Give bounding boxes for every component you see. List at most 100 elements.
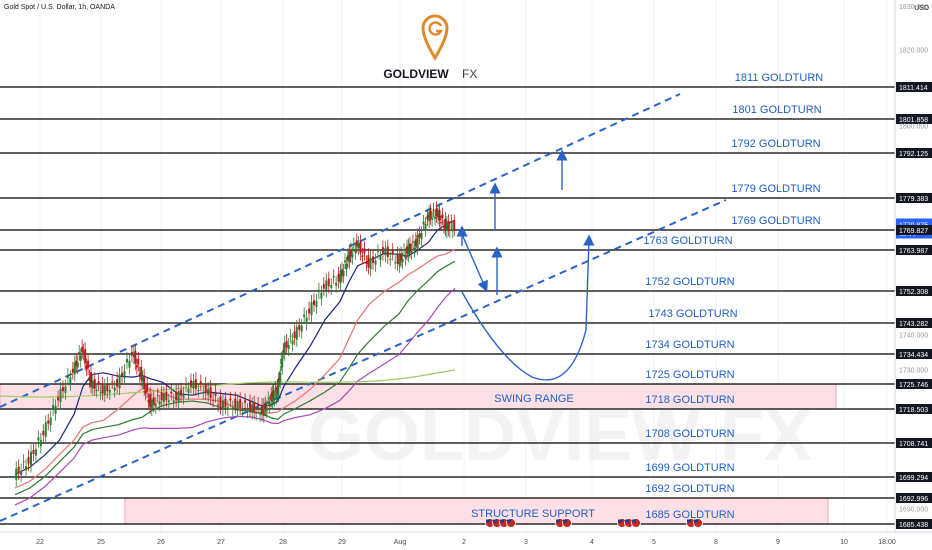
y-level-text: 1763.987: [899, 248, 928, 255]
candle: [130, 345, 133, 363]
candle-body: [197, 390, 200, 392]
candle: [209, 380, 212, 405]
candle: [335, 275, 338, 293]
event-canton: [556, 519, 560, 523]
candle-body: [451, 229, 454, 232]
candle: [305, 310, 308, 331]
candle-body: [111, 381, 114, 383]
candle: [441, 207, 444, 225]
candle: [411, 234, 414, 249]
y-level-tag: [896, 82, 932, 92]
candle-body: [289, 335, 292, 337]
candle: [177, 384, 180, 410]
candle-body: [15, 468, 18, 480]
candle-body: [91, 380, 94, 389]
candle-body: [61, 387, 64, 392]
candle: [403, 243, 406, 257]
candle-body: [282, 350, 285, 353]
candle: [95, 383, 98, 398]
event-canton: [632, 519, 636, 523]
candle: [277, 372, 280, 403]
x-tick-label: 22: [36, 539, 44, 546]
candle: [49, 410, 52, 433]
candle-body: [259, 413, 262, 415]
candle: [199, 374, 202, 392]
candle: [265, 400, 268, 419]
candle: [300, 318, 303, 339]
candle: [152, 390, 155, 412]
candle-body: [76, 362, 79, 368]
candle-body: [44, 422, 47, 437]
candle: [118, 367, 121, 396]
candle-body: [59, 388, 62, 403]
candle-body: [439, 222, 442, 224]
candle-body: [363, 248, 366, 254]
y-level-text: 1734.434: [899, 352, 928, 359]
candle: [79, 348, 82, 368]
candle: [262, 398, 265, 423]
candle-body: [410, 249, 413, 253]
candle-body: [87, 360, 90, 369]
candle: [249, 394, 252, 418]
candle: [416, 228, 419, 256]
candle-body: [162, 393, 165, 403]
x-tick-label: Aug: [394, 539, 407, 546]
y-tick-label: 1730.000: [899, 367, 928, 374]
candle-body: [298, 325, 301, 330]
candle-body: [391, 249, 394, 254]
candle: [339, 263, 342, 291]
candle-body: [303, 314, 306, 317]
candle: [59, 381, 62, 410]
y-tick-label: 1740.000: [899, 332, 928, 339]
ma-fast-line: [14, 219, 456, 476]
x-tick-label: 3: [524, 539, 528, 546]
x-tick-label: 28: [279, 539, 287, 546]
candle-body: [204, 383, 207, 394]
candle-body: [20, 470, 23, 476]
candle: [229, 391, 232, 408]
candle-body: [246, 410, 249, 412]
candle: [103, 378, 106, 403]
candle: [400, 246, 403, 268]
candle: [285, 333, 288, 355]
y-level-tag: [896, 114, 932, 124]
candle-body: [207, 388, 210, 396]
candle: [132, 345, 135, 365]
candle: [391, 243, 394, 261]
candle-body: [113, 387, 116, 391]
level-label: 1743 GOLDTURN: [648, 308, 737, 320]
candle: [17, 459, 20, 481]
candle: [90, 365, 93, 394]
candle: [444, 212, 447, 237]
candle: [219, 389, 222, 415]
candle: [283, 335, 286, 361]
candle-body: [81, 346, 84, 353]
candle-body: [244, 400, 247, 403]
candle: [361, 248, 364, 264]
candle-body: [25, 466, 28, 471]
candle-body: [305, 317, 308, 324]
candle: [448, 222, 451, 238]
candle: [234, 391, 237, 415]
candle-body: [426, 215, 429, 220]
candle-body: [341, 269, 344, 275]
candle: [376, 244, 379, 259]
candle-body: [134, 350, 137, 364]
candle: [37, 430, 40, 448]
candle-body: [73, 362, 76, 375]
candle-body: [22, 461, 25, 463]
events-layer: [485, 518, 703, 528]
candle-body: [27, 457, 30, 464]
x-tick-label: 2: [462, 539, 466, 546]
level-label: 1708 GOLDTURN: [645, 428, 734, 440]
x-tick-label: 18:00: [878, 539, 896, 546]
candle: [172, 393, 175, 410]
candle-body: [265, 407, 268, 412]
event-flag-icon: [562, 518, 572, 528]
x-tick-label: 27: [217, 539, 225, 546]
zone-rect: [0, 383, 837, 410]
zone-label: SWING RANGE: [494, 393, 573, 405]
candle-body: [339, 271, 342, 284]
y-tick-label: 1690.000: [899, 506, 928, 513]
candle-body: [34, 449, 37, 456]
